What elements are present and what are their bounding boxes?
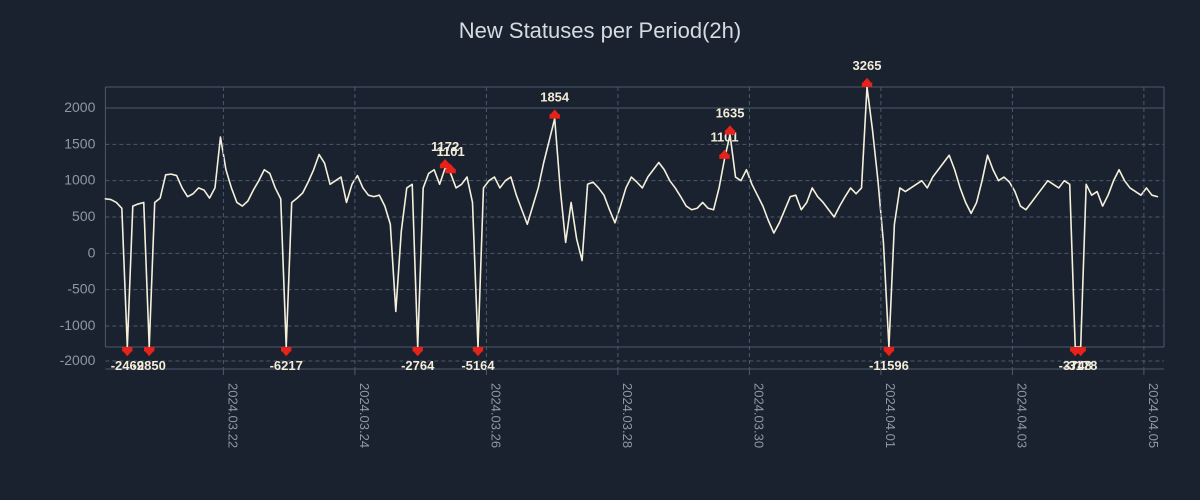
svg-text:-2000: -2000 [60, 352, 96, 368]
svg-text:0: 0 [88, 244, 96, 260]
svg-text:1500: 1500 [64, 135, 95, 151]
svg-text:2024.04.03: 2024.04.03 [1014, 383, 1029, 448]
svg-text:2024.03.22: 2024.03.22 [225, 383, 240, 448]
svg-text:-11596: -11596 [869, 358, 909, 373]
svg-text:2024.04.05: 2024.04.05 [1146, 383, 1161, 448]
svg-text:2024.03.24: 2024.03.24 [357, 383, 372, 448]
svg-text:-3178: -3178 [1064, 358, 1097, 373]
svg-text:1101: 1101 [436, 144, 464, 159]
svg-text:-5164: -5164 [461, 358, 495, 373]
svg-text:1635: 1635 [716, 105, 745, 120]
svg-text:-2850: -2850 [133, 358, 166, 373]
svg-text:2024.03.30: 2024.03.30 [751, 383, 766, 448]
svg-text:2000: 2000 [64, 99, 95, 115]
svg-text:1854: 1854 [540, 89, 570, 104]
svg-text:2024.03.28: 2024.03.28 [620, 383, 635, 448]
svg-text:1000: 1000 [64, 172, 95, 188]
svg-text:-500: -500 [67, 281, 95, 297]
svg-text:2024.03.26: 2024.03.26 [488, 383, 503, 448]
svg-text:-1000: -1000 [60, 317, 96, 333]
svg-text:2024.04.01: 2024.04.01 [883, 383, 898, 448]
svg-text:3265: 3265 [853, 58, 882, 73]
svg-text:500: 500 [72, 208, 96, 224]
svg-text:-6217: -6217 [270, 358, 303, 373]
svg-text:-2764: -2764 [401, 358, 435, 373]
